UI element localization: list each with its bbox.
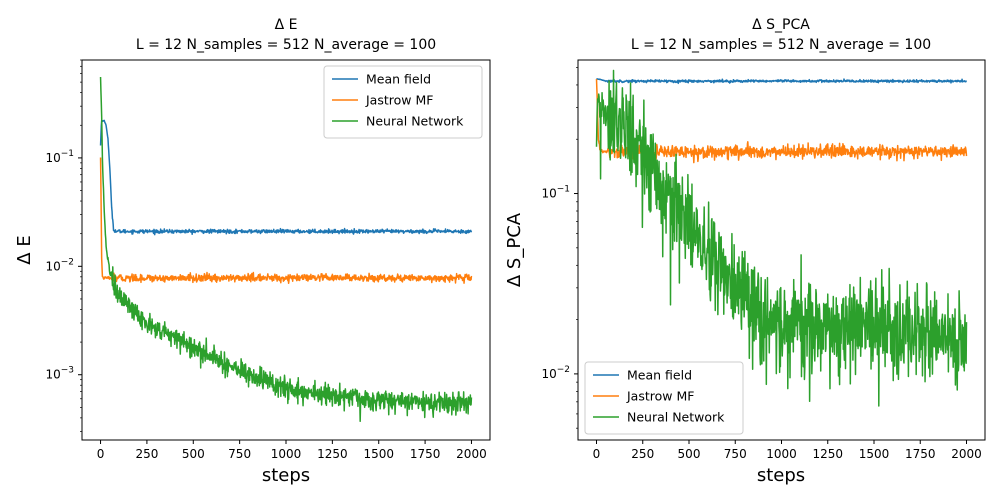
left-ytick-exponent: −2 (61, 257, 74, 267)
right-xtick-label: 1500 (859, 447, 890, 461)
right-legend: Mean field Jastrow MF Neural Network (584, 361, 744, 435)
left-xtick-label: 250 (135, 447, 158, 461)
right-series (595, 69, 968, 407)
left-chart: Δ E L = 12 N_samples = 512 N_average = 1… (14, 17, 491, 486)
right-ylabel: Δ S_PCA (504, 212, 525, 287)
right-legend-label-neural-network: Neural Network (627, 410, 725, 425)
right-xtick-label: 1000 (766, 447, 797, 461)
right-xtick-label: 750 (724, 447, 747, 461)
left-ytick-label: 10−1 (45, 149, 74, 165)
left-xtick-label: 1500 (363, 447, 394, 461)
left-title-line2: L = 12 N_samples = 512 N_average = 100 (136, 37, 436, 53)
right-title-line2: L = 12 N_samples = 512 N_average = 100 (631, 37, 931, 53)
left-xticks: 0 250 500 750 1000 1250 1500 1750 2000 (97, 440, 487, 461)
left-legend: Mean field Jastrow MF Neural Network (323, 65, 483, 139)
left-series-neural-network (99, 76, 473, 423)
left-ylabel: Δ E (14, 235, 35, 264)
left-ytick-label: 10−2 (45, 257, 74, 273)
left-legend-label-jastrow-mf: Jastrow MF (365, 93, 433, 108)
left-series-mean-field (99, 119, 473, 236)
left-title-line1: Δ E (275, 17, 298, 33)
right-legend-label-jastrow-mf: Jastrow MF (626, 389, 694, 404)
left-ytick-exponent: −1 (61, 149, 74, 159)
right-xtick-label: 1250 (812, 447, 843, 461)
right-xlabel: steps (757, 465, 805, 486)
left-legend-label-mean-field: Mean field (366, 72, 431, 87)
left-xtick-label: 2000 (456, 447, 487, 461)
left-xtick-label: 500 (182, 447, 205, 461)
left-legend-label-neural-network: Neural Network (366, 114, 464, 129)
right-xtick-label: 1750 (905, 447, 936, 461)
right-xtick-label: 2000 (951, 447, 982, 461)
left-ytick-exponent: −3 (61, 366, 74, 376)
left-legend-box (323, 65, 483, 139)
right-chart: Δ S_PCA L = 12 N_samples = 512 N_average… (504, 17, 986, 486)
left-series (99, 76, 473, 423)
right-xtick-label: 250 (631, 447, 654, 461)
left-xtick-label: 750 (228, 447, 251, 461)
right-series-mean-field (596, 78, 968, 85)
left-series-jastrow-mf (99, 157, 473, 285)
right-ytick-exponent: −2 (557, 365, 570, 375)
right-series-jastrow-mf (595, 78, 968, 164)
left-xtick-label: 1000 (271, 447, 302, 461)
right-ytick-exponent: −1 (557, 185, 570, 195)
left-xlabel: steps (262, 465, 310, 486)
right-title-line1: Δ S_PCA (752, 17, 810, 33)
right-xtick-label: 0 (593, 447, 601, 461)
left-xtick-label: 1250 (317, 447, 348, 461)
left-ytick-label: 10−3 (45, 366, 74, 382)
right-xtick-label: 500 (678, 447, 701, 461)
right-series-neural-network (595, 69, 968, 407)
right-yticks: 10−2 10−1 (541, 67, 578, 429)
left-xtick-label: 1750 (410, 447, 441, 461)
right-ytick-label: 10−1 (541, 185, 570, 201)
left-yticks: 10−3 10−2 10−1 (45, 59, 82, 432)
right-legend-box (584, 361, 744, 435)
right-ytick-label: 10−2 (541, 365, 570, 381)
right-legend-label-mean-field: Mean field (627, 368, 692, 383)
right-xticks: 0 250 500 750 1000 1250 1500 1750 2000 (593, 440, 982, 461)
left-xtick-label: 0 (97, 447, 105, 461)
